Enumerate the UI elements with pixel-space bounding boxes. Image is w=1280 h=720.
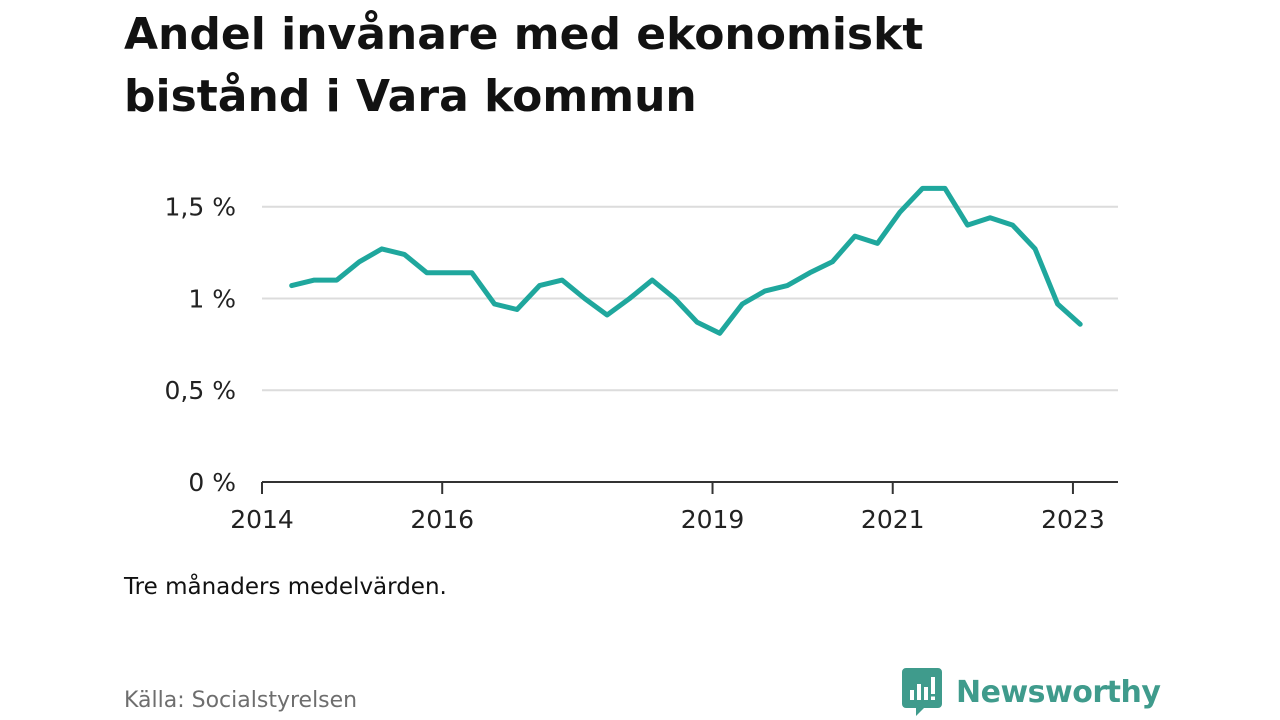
brand-name: Newsworthy: [956, 674, 1161, 710]
x-tick-label: 2014: [230, 505, 294, 534]
y-tick-label: 0,5 %: [165, 376, 236, 405]
chart-title: Andel invånare med ekonomiskt bistånd i …: [124, 9, 924, 122]
y-axis-ticks: 0 % 0,5 % 1 % 1,5 %: [165, 193, 236, 497]
series-line: [289, 185, 1083, 336]
x-tick-label: 2016: [410, 505, 474, 534]
source-text: Källa: Socialstyrelsen: [124, 688, 358, 713]
y-tick-label: 1 %: [188, 284, 236, 313]
y-tick-label: 1,5 %: [165, 193, 236, 222]
grid-lines: [262, 205, 1118, 392]
y-tick-label: 0 %: [188, 468, 236, 497]
newsworthy-logo-icon: [902, 668, 942, 716]
x-tick-label: 2019: [681, 505, 745, 534]
x-tick-label: 2023: [1041, 505, 1105, 534]
x-tick-label: 2021: [861, 505, 925, 534]
brand-logo: Newsworthy: [902, 668, 1161, 716]
line-chart: 0 % 0,5 % 1 % 1,5 % 2014 2016 2019 2021 2023: [165, 185, 1118, 534]
x-axis-ticks: 2014 2016 2019 2021 2023: [230, 482, 1105, 534]
chart-note: Tre månaders medelvärden.: [124, 574, 447, 600]
